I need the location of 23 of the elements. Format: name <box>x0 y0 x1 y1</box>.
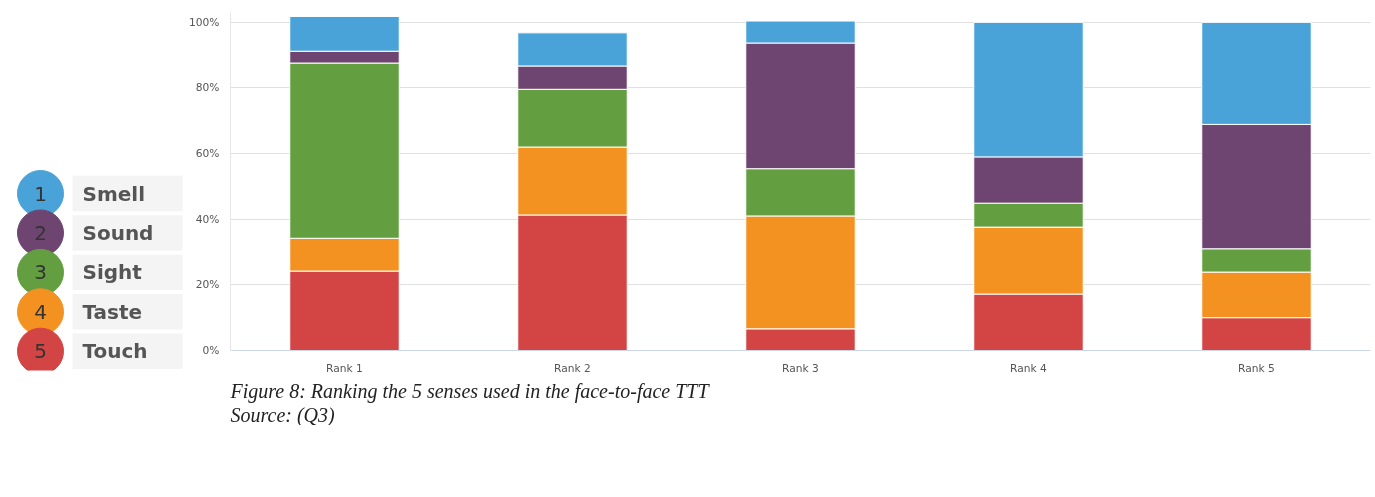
y-tick-label: 80% <box>195 81 220 95</box>
legend-label: Touch <box>82 339 148 364</box>
legend-label: Sight <box>82 260 143 285</box>
text: 3 <box>34 260 47 285</box>
x-tick-label: Rank 2 <box>554 361 591 375</box>
legend-label: Taste <box>82 299 143 324</box>
x-tick-label: Rank 5 <box>1238 361 1275 375</box>
x-tick-label: Rank 1 <box>326 361 363 375</box>
x-tick-label: Rank 3 <box>782 361 819 375</box>
text: 1 <box>34 181 47 206</box>
y-tick-label: 20% <box>195 278 220 292</box>
source-note: Source: (Q3) <box>230 403 336 427</box>
y-tick-label: 60% <box>195 147 220 161</box>
text: 5 <box>34 339 47 364</box>
y-tick-label: 0% <box>202 344 220 357</box>
x-tick-label: Rank 4 <box>1010 361 1048 375</box>
y-tick-label: 40% <box>195 212 220 226</box>
y-tick-label: 100% <box>189 15 220 29</box>
text: 2 <box>34 220 47 245</box>
legend-label: Smell <box>82 181 146 206</box>
legend-label: Sound <box>82 220 154 245</box>
text: 4 <box>34 299 47 324</box>
caption: Figure 8: Ranking the 5 senses used in the face-to-face TTT <box>229 379 711 403</box>
